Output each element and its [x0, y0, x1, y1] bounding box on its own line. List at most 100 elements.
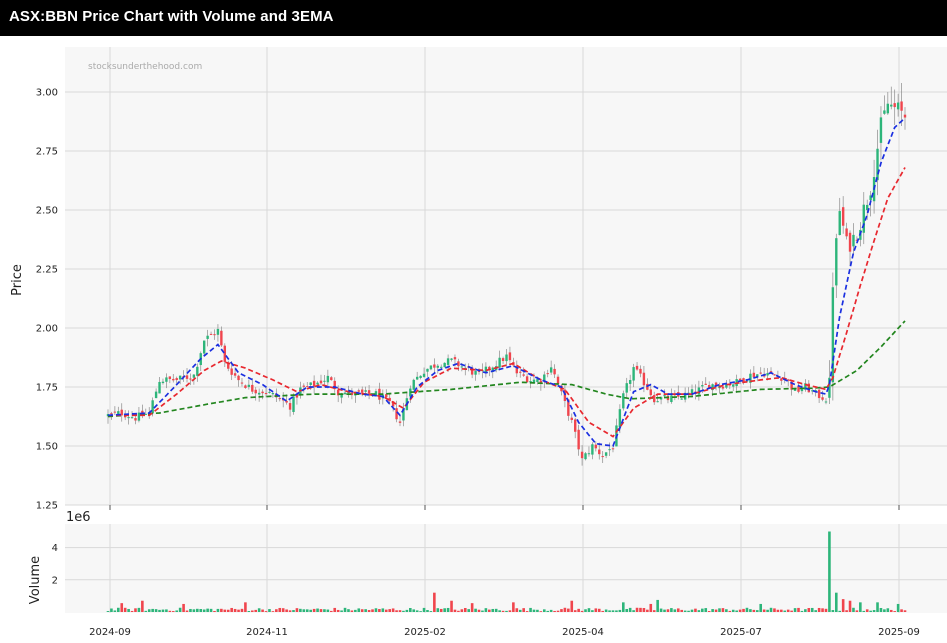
volume-bar	[594, 608, 598, 612]
volume-bar	[371, 609, 374, 612]
candle-body	[385, 394, 388, 398]
candle-body	[893, 103, 896, 108]
candle-body	[470, 367, 474, 375]
price-tick-label: 3.00	[36, 88, 58, 99]
volume-panel-background	[65, 524, 947, 613]
volume-bar	[185, 610, 189, 612]
candle-body	[251, 384, 254, 392]
candle-body	[185, 375, 189, 379]
volume-bar	[309, 609, 312, 612]
candle-body	[852, 234, 855, 247]
volume-bar	[704, 608, 708, 612]
candle-body	[580, 451, 584, 459]
volume-bar	[889, 609, 893, 612]
volume-bar	[828, 531, 831, 612]
candle-body	[876, 148, 879, 181]
candle-body	[800, 389, 804, 392]
volume-bar	[213, 610, 216, 612]
candle-body	[604, 452, 608, 456]
ema-slow-line	[107, 320, 906, 418]
volume-bar	[488, 609, 491, 612]
volume-bar	[106, 611, 110, 612]
candle-body	[192, 374, 196, 378]
volume-bar	[481, 610, 484, 612]
volume-bar	[209, 608, 213, 612]
candle-body	[773, 374, 776, 376]
candle-body	[903, 114, 907, 118]
volume-bar	[721, 608, 725, 612]
volume-bar	[570, 600, 574, 612]
candle-body	[780, 378, 783, 381]
candle-body	[553, 368, 556, 375]
volume-bar	[512, 602, 515, 612]
candle-body	[137, 412, 141, 421]
volume-bar	[903, 610, 907, 612]
volume-bar	[618, 609, 622, 612]
volume-bar	[518, 609, 522, 612]
candle-body	[618, 409, 622, 428]
volume-bar	[422, 607, 426, 612]
candle-body	[704, 383, 707, 385]
candle-body	[766, 373, 769, 376]
volume-bar	[587, 608, 591, 612]
candle-body	[361, 389, 364, 393]
volume-bar	[178, 607, 182, 612]
candle-body	[828, 377, 831, 398]
candle-body	[563, 389, 567, 402]
volume-bar	[247, 611, 251, 612]
volume-bar	[694, 608, 697, 612]
volume-tick-label: 2	[52, 575, 58, 586]
candle-body	[841, 207, 845, 226]
volume-bar	[168, 610, 172, 612]
candle-body	[886, 103, 890, 114]
candle-body	[515, 367, 519, 374]
candle-body	[814, 390, 817, 392]
candle-body	[230, 368, 233, 375]
candle-body	[123, 415, 127, 418]
volume-bar	[728, 610, 732, 612]
candle-body	[484, 366, 488, 373]
volume-bar	[477, 609, 481, 612]
volume-bar	[123, 607, 127, 612]
candle-body	[707, 385, 711, 389]
price-tick-label: 2.50	[36, 206, 58, 217]
candle-body	[749, 373, 752, 383]
candle-body	[429, 365, 433, 370]
volume-bar	[900, 609, 903, 612]
volume-bar	[773, 608, 776, 612]
volume-bar	[433, 592, 436, 612]
candle-body	[567, 399, 570, 416]
candle-body	[213, 334, 216, 336]
candle-body	[151, 400, 154, 414]
candle-body	[388, 397, 391, 402]
volume-bar	[687, 610, 690, 612]
candle-body	[546, 373, 549, 375]
candle-body	[680, 398, 683, 400]
candle-body	[759, 372, 762, 374]
price-axis-label: Price	[10, 264, 25, 296]
volume-bar	[725, 609, 728, 612]
price-panel-background	[65, 47, 947, 505]
volume-bar	[117, 607, 120, 612]
volume-bar	[635, 607, 639, 612]
candle-body	[862, 204, 865, 233]
price-tick-label: 1.25	[36, 501, 58, 512]
candle-body	[474, 370, 477, 375]
candle-body	[340, 394, 343, 398]
candle-body	[532, 379, 536, 384]
volume-bar	[546, 610, 550, 612]
candle-body	[508, 352, 512, 361]
volume-bar	[446, 607, 450, 612]
volume-bar	[810, 607, 814, 612]
candle-body	[264, 393, 268, 395]
volume-bar	[542, 609, 546, 612]
candle-body	[608, 449, 611, 451]
volume-bar	[663, 609, 666, 612]
candle-body	[570, 417, 573, 421]
volume-bar	[436, 608, 440, 612]
volume-bar	[556, 610, 560, 612]
volume-bar	[409, 607, 412, 612]
candle-body	[202, 340, 206, 354]
volume-bar	[601, 610, 604, 612]
